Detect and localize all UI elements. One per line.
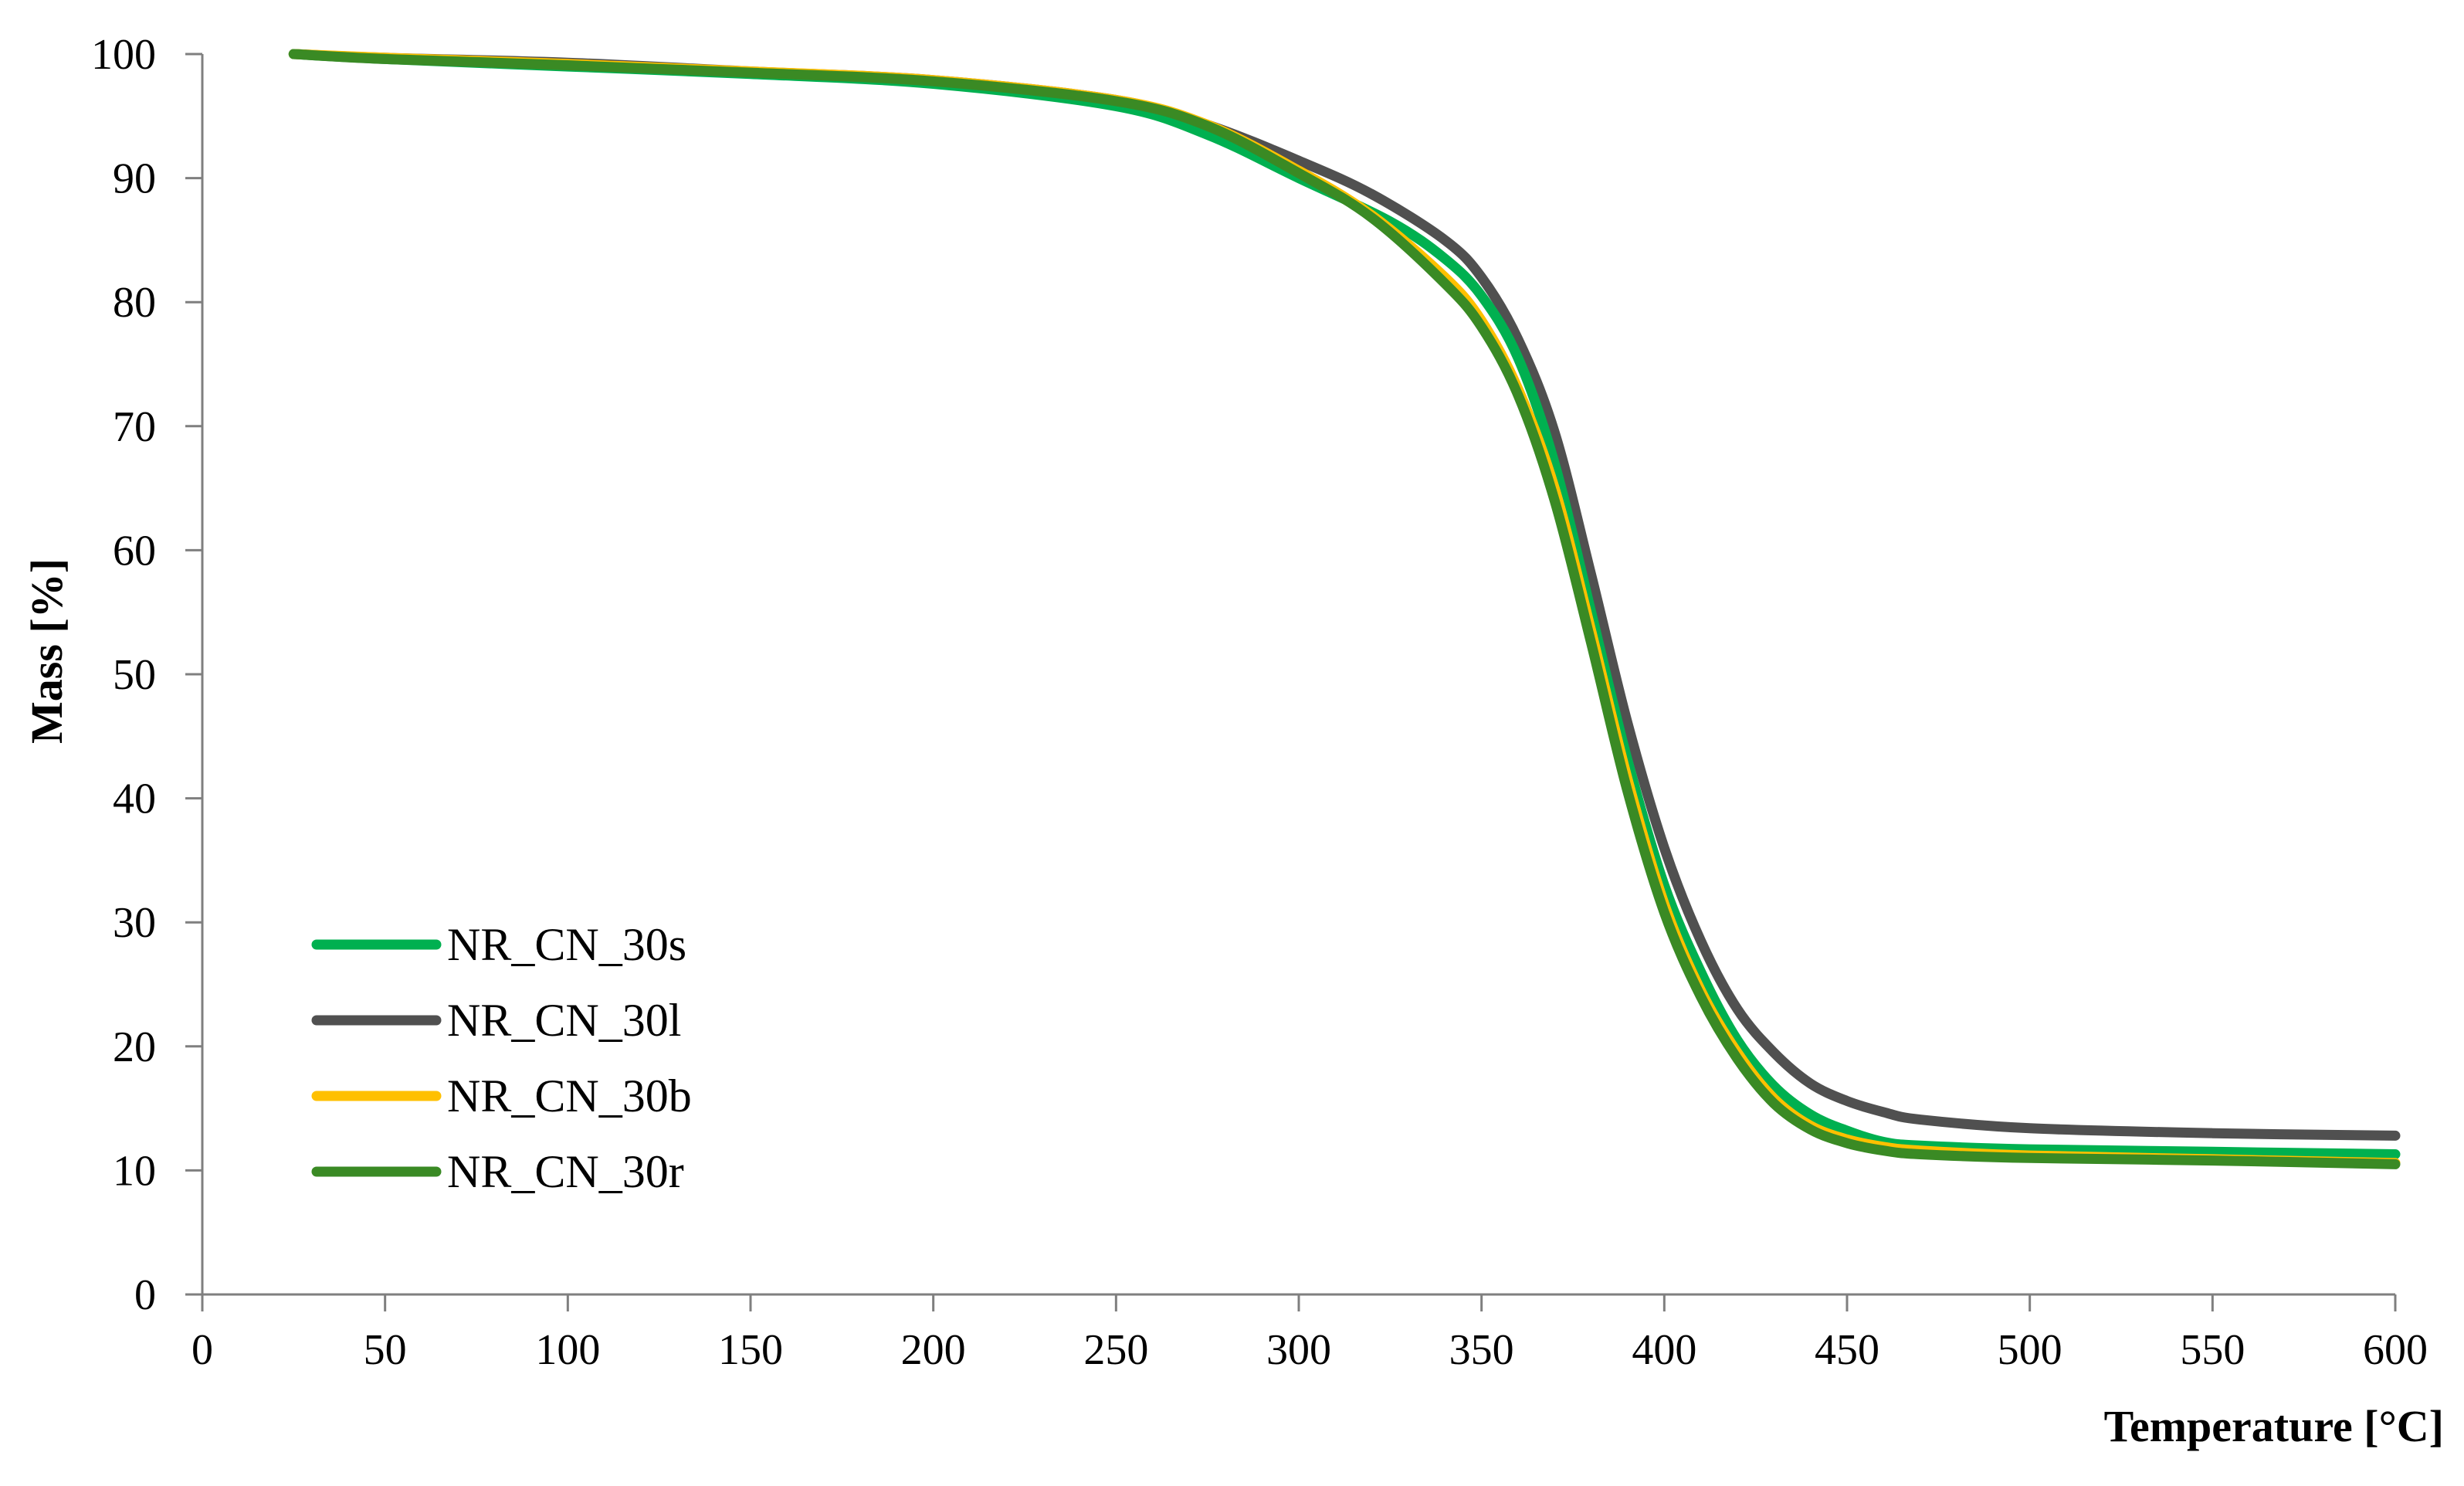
x-tick-label: 550 xyxy=(2180,1326,2245,1374)
y-tick-label: 30 xyxy=(113,899,156,947)
x-tick-label: 100 xyxy=(535,1326,600,1374)
y-tick-label: 70 xyxy=(113,403,156,451)
legend: NR_CN_30s NR_CN_30l NR_CN_30b NR_CN_30r xyxy=(311,919,692,1197)
y-tick-label: 90 xyxy=(113,155,156,203)
x-tick-label: 350 xyxy=(1449,1326,1514,1374)
legend-label: NR_CN_30s xyxy=(447,919,686,970)
x-tick-label: 600 xyxy=(2363,1326,2428,1374)
legend-label: NR_CN_30b xyxy=(447,1070,692,1121)
axes xyxy=(185,53,2397,1311)
x-tick-label: 450 xyxy=(1815,1326,1879,1374)
x-tick-label: 150 xyxy=(718,1326,783,1374)
series-line-nr-cn-30s xyxy=(288,49,2401,1159)
y-tick-label: 50 xyxy=(113,651,156,699)
y-tick-labels: 0 10 20 30 40 50 60 70 80 90 100 xyxy=(91,31,156,1319)
series-line-nr-cn-30l xyxy=(288,49,2401,1141)
y-axis-title: Mass [%] xyxy=(22,558,72,744)
x-tick-labels: 0 50 100 150 200 250 300 350 400 450 500 550 600 xyxy=(191,1326,2428,1374)
x-axis-title: Temperature [°C] xyxy=(2104,1401,2444,1451)
y-tick-label: 40 xyxy=(113,775,156,823)
x-tick-label: 250 xyxy=(1083,1326,1148,1374)
y-tick-label: 20 xyxy=(113,1023,156,1071)
y-tick-label: 10 xyxy=(113,1147,156,1195)
x-tick-label: 200 xyxy=(901,1326,966,1374)
x-tick-label: 300 xyxy=(1266,1326,1331,1374)
y-tick-label: 80 xyxy=(113,279,156,327)
x-tick-label: 0 xyxy=(191,1326,213,1374)
y-tick-label: 100 xyxy=(91,31,156,79)
y-tick-label: 0 xyxy=(134,1271,156,1319)
series-lines xyxy=(288,49,2401,1169)
y-tick-label: 60 xyxy=(113,527,156,575)
legend-label: NR_CN_30r xyxy=(447,1146,684,1197)
series-line-nr-cn-30r xyxy=(288,49,2401,1169)
legend-label: NR_CN_30l xyxy=(447,995,681,1046)
x-tick-label: 400 xyxy=(1632,1326,1696,1374)
x-tick-label: 500 xyxy=(1998,1326,2062,1374)
x-tick-label: 50 xyxy=(364,1326,407,1374)
